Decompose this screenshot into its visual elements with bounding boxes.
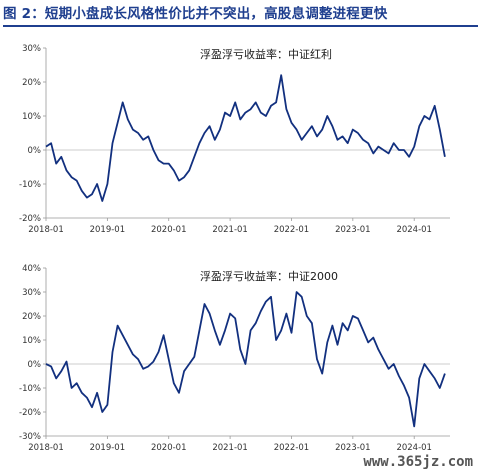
chart-title: 浮盈浮亏收益率：中证红利	[200, 47, 332, 61]
y-tick-label: 40%	[22, 264, 41, 274]
x-tick-label: 2019-01	[90, 443, 126, 453]
x-tick-label: 2019-01	[90, 225, 126, 235]
x-tick-label: 2020-01	[151, 225, 187, 235]
chart-title: 浮盈浮亏收益率：中证2000	[200, 269, 338, 283]
title-rule	[3, 25, 478, 27]
y-tick-label: 10%	[22, 336, 41, 346]
chart-csi2000-pnl: 浮盈浮亏收益率：中证2000 -30% -20% -10% 0% 10% 20% 30% 40%…	[19, 264, 450, 453]
chart-dividend-yield-pnl: 浮盈浮亏收益率：中证红利 -20% -10% 0% 10% 20% 30% 2018-01 20…	[19, 44, 450, 235]
x-tick-label: 2023-01	[335, 225, 371, 235]
x-tick-label: 2024-01	[396, 225, 432, 235]
y-tick-label: 0%	[28, 146, 42, 156]
x-tick-label: 2022-01	[274, 443, 310, 453]
y-tick-label: -10%	[19, 384, 41, 394]
x-tick-label: 2018-01	[28, 225, 64, 235]
y-tick-label: 20%	[22, 78, 41, 88]
series-line	[45, 74, 446, 202]
y-tick-label: -20%	[19, 408, 41, 418]
x-tick-label: 2022-01	[274, 225, 310, 235]
y-tick-label: 10%	[22, 112, 41, 122]
y-tick-label: -20%	[19, 214, 41, 224]
x-tick-label: 2021-01	[212, 443, 248, 453]
y-tick-label: 30%	[22, 44, 41, 54]
x-tick-label: 2020-01	[151, 443, 187, 453]
y-tick-label: 30%	[22, 288, 41, 298]
series-line	[45, 291, 446, 428]
y-tick-label: -10%	[19, 180, 41, 190]
y-tick-label: 20%	[22, 312, 41, 322]
x-tick-label: 2024-01	[396, 443, 432, 453]
y-tick-label: 0%	[28, 360, 42, 370]
figure-title: 图 2：短期小盘成长风格性价比并不突出，高股息调整进程更快	[3, 6, 388, 22]
x-tick-label: 2018-01	[28, 443, 64, 453]
x-tick-label: 2023-01	[335, 443, 371, 453]
x-tick-label: 2021-01	[212, 225, 248, 235]
y-tick-label: -30%	[19, 432, 41, 442]
watermark: www.365jz.com	[359, 453, 477, 471]
